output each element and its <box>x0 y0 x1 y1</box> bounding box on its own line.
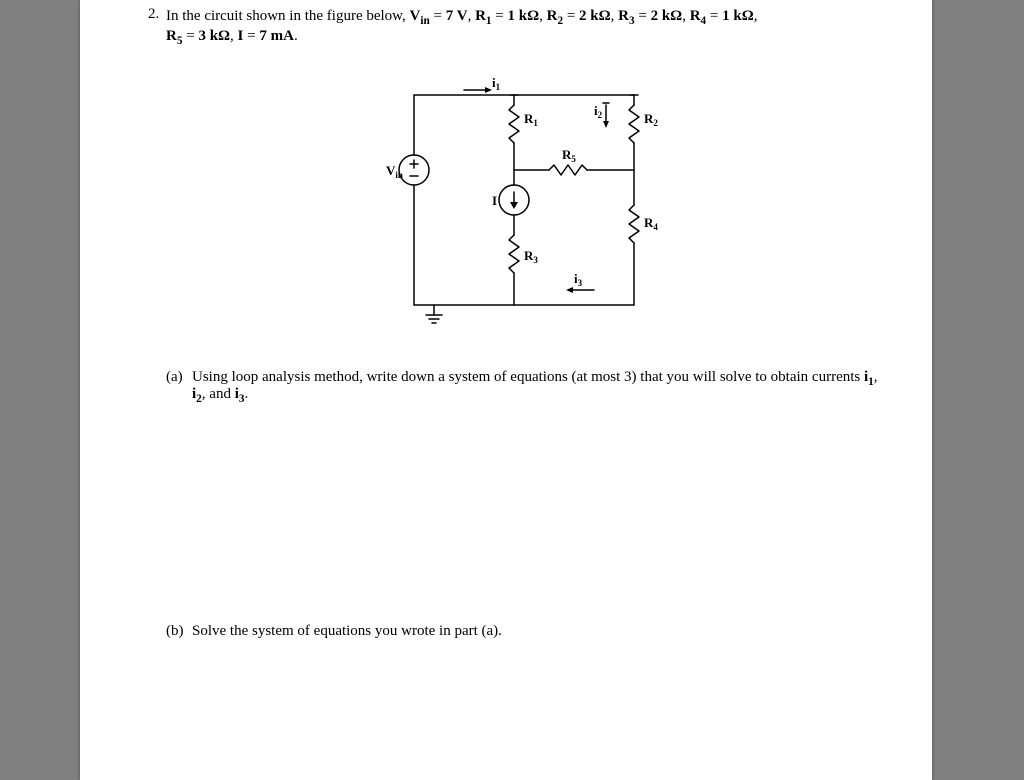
problem-2: 2. In the circuit shown in the figure be… <box>150 6 882 640</box>
r5-label: R5 <box>562 147 576 164</box>
part-a-end: . <box>245 386 249 402</box>
part-b-text: Solve the system of equations you wrote … <box>192 623 502 639</box>
eq4: = <box>638 8 650 24</box>
c2: , <box>539 8 547 24</box>
r1-label: R1 <box>524 111 538 128</box>
i-val: 7 mA <box>259 28 294 44</box>
eq6: = <box>186 28 198 44</box>
c6: , <box>230 28 238 44</box>
vin-val: 7 V <box>446 8 468 24</box>
r3-sym: R3 <box>618 8 634 24</box>
r4-label: R4 <box>644 215 658 232</box>
r2-sym: R2 <box>547 8 563 24</box>
subparts: (a) Using loop analysis method, write do… <box>166 369 882 640</box>
stem-text: In the circuit shown in the figure below… <box>166 8 410 24</box>
i2-label: i2 <box>594 103 603 120</box>
vin-sym: Vin <box>410 8 430 24</box>
comma-a1: , <box>874 369 878 385</box>
eq1: = <box>434 8 446 24</box>
r5-sym: R5 <box>166 28 182 44</box>
eq2: = <box>495 8 507 24</box>
c7: . <box>294 28 298 44</box>
c4: , <box>682 8 690 24</box>
i-label: I <box>492 193 497 208</box>
part-b-label: (b) <box>166 623 184 640</box>
part-a: (a) Using loop analysis method, write do… <box>192 369 882 403</box>
part-a-text: Using loop analysis method, write down a… <box>192 369 864 385</box>
i1-inline: i1 <box>864 369 874 385</box>
eq3: = <box>567 8 579 24</box>
part-a-label: (a) <box>166 369 183 386</box>
problem-stem: In the circuit shown in the figure below… <box>166 6 882 47</box>
r2-label: R2 <box>644 111 658 128</box>
r3-val: 2 kΩ <box>651 8 683 24</box>
r4-sym: R4 <box>690 8 706 24</box>
problem-number: 2. <box>148 6 159 23</box>
i3-label: i3 <box>574 271 583 288</box>
c5: , <box>754 8 758 24</box>
r1-val: 1 kΩ <box>508 8 540 24</box>
r2-val: 2 kΩ <box>579 8 611 24</box>
r5-val: 3 kΩ <box>198 28 230 44</box>
content-area: 2. In the circuit shown in the figure be… <box>150 6 882 700</box>
i2-inline: i2 <box>192 386 202 402</box>
i3-inline: i3 <box>235 386 245 402</box>
circuit-figure: Vin R1 R2 R3 R4 R5 I i1 i2 i3 <box>374 75 674 335</box>
r4-val: 1 kΩ <box>722 8 754 24</box>
c1: , <box>468 8 476 24</box>
part-a-tail: , and <box>202 386 235 402</box>
r1-sym: R1 <box>475 8 491 24</box>
i1-label: i1 <box>492 75 501 92</box>
page: 2. In the circuit shown in the figure be… <box>80 0 932 780</box>
eq5: = <box>710 8 722 24</box>
eq7: = <box>247 28 259 44</box>
r3-label: R3 <box>524 248 538 265</box>
part-b: (b) Solve the system of equations you wr… <box>192 623 882 640</box>
i-sym: I <box>238 28 244 44</box>
